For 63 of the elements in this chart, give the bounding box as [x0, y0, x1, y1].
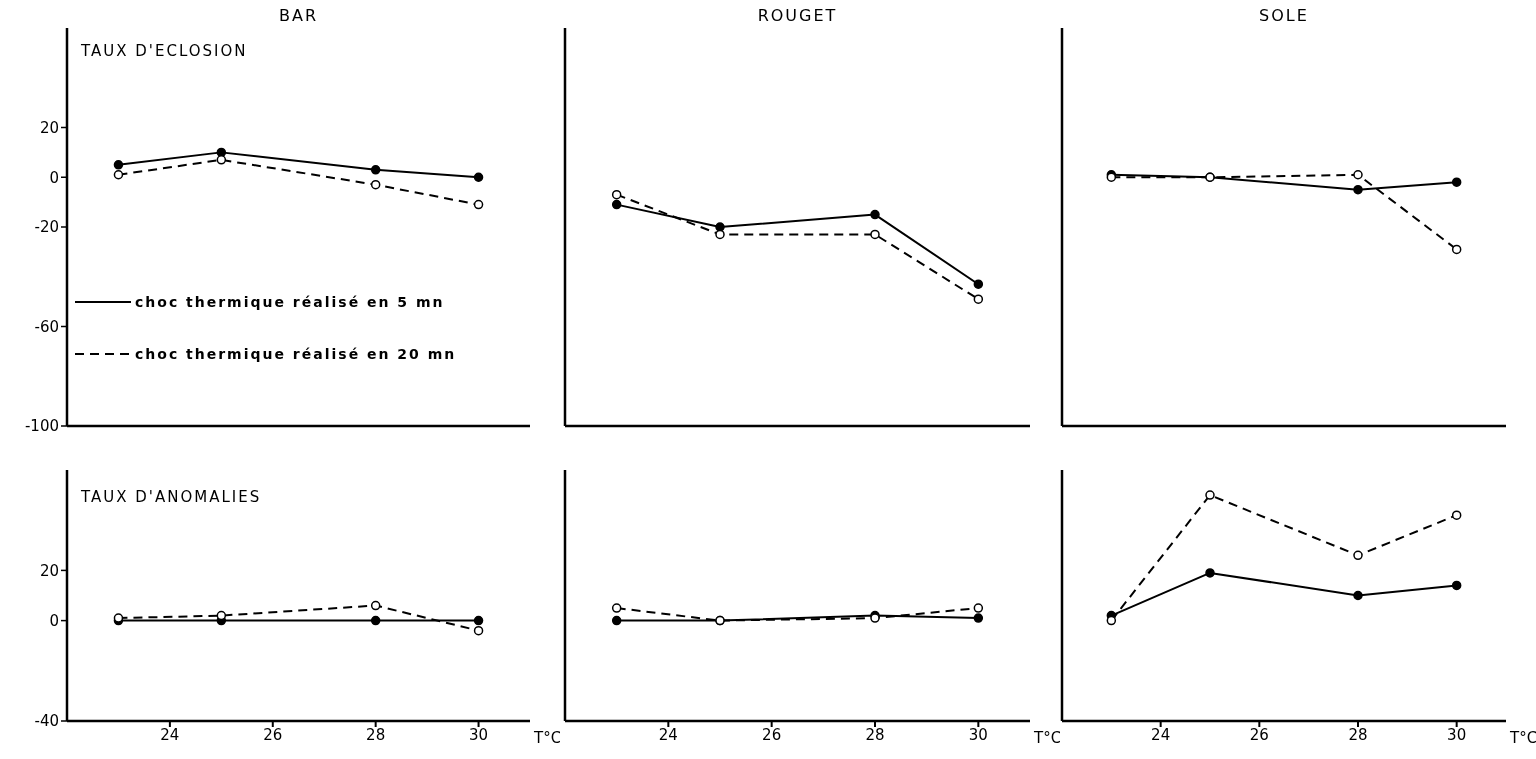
point [473, 199, 484, 210]
x-tick-label: 28 [1348, 725, 1368, 744]
point [1451, 510, 1462, 520]
y-tick-label: 0 [49, 168, 59, 187]
x-tick-label: 26 [1249, 725, 1269, 744]
point [611, 189, 622, 200]
legend-label: choc thermique réalisé en 5 mn [135, 294, 445, 310]
point [1451, 177, 1462, 187]
point [870, 229, 880, 240]
point [973, 279, 984, 289]
point [973, 613, 984, 623]
point [973, 603, 984, 613]
y-axis-title: TAUX D'ANOMALIES [81, 488, 262, 506]
point [870, 209, 880, 220]
y-axis-title: TAUX D'ECLOSION [81, 42, 248, 60]
x-tick-label: 24 [658, 725, 678, 744]
x-tick-label: 28 [366, 725, 386, 744]
point [715, 229, 725, 240]
x-axis-title: T°C [533, 729, 562, 747]
x-tick-label: 24 [160, 725, 180, 744]
point [473, 615, 484, 626]
point [1205, 490, 1215, 500]
chart-title: BAR [277, 6, 319, 25]
x-axis-title: T°C [1509, 729, 1536, 747]
y-tick-label: -40 [34, 712, 59, 731]
point [473, 172, 484, 182]
point [973, 294, 984, 304]
x-tick-label: 26 [762, 725, 782, 744]
legend-label: choc thermique réalisé en 20 mn [135, 346, 457, 362]
x-tick-label: 30 [469, 725, 489, 744]
y-tick-label: 0 [49, 611, 59, 630]
x-tick-label: 28 [865, 725, 885, 744]
x-tick-label: 24 [1151, 725, 1171, 744]
point [611, 603, 622, 613]
y-tick-label: -100 [24, 417, 59, 436]
point [216, 155, 227, 165]
point [370, 179, 381, 190]
point [113, 160, 124, 170]
point [1205, 568, 1215, 578]
y-tick-label: 20 [39, 118, 59, 137]
point [715, 222, 725, 232]
y-tick-label: 20 [39, 561, 59, 580]
point [1353, 590, 1363, 601]
x-tick-label: 30 [968, 725, 988, 744]
y-tick-label: -20 [34, 218, 59, 237]
point [370, 615, 381, 626]
chart-title: SOLE [1258, 6, 1310, 25]
x-axis-title: T°C [1033, 729, 1062, 747]
point [1451, 580, 1462, 591]
point [611, 199, 622, 210]
chart-title: ROUGET [756, 6, 839, 25]
point [1353, 550, 1363, 561]
point [473, 625, 484, 636]
x-tick-label: 26 [263, 725, 283, 744]
point [370, 600, 381, 611]
y-tick-label: -60 [34, 317, 59, 336]
point [1353, 170, 1363, 180]
point [370, 165, 381, 175]
point [611, 615, 622, 626]
point [1451, 244, 1462, 255]
point [113, 170, 124, 180]
x-tick-label: 30 [1447, 725, 1467, 744]
point [1353, 184, 1363, 195]
